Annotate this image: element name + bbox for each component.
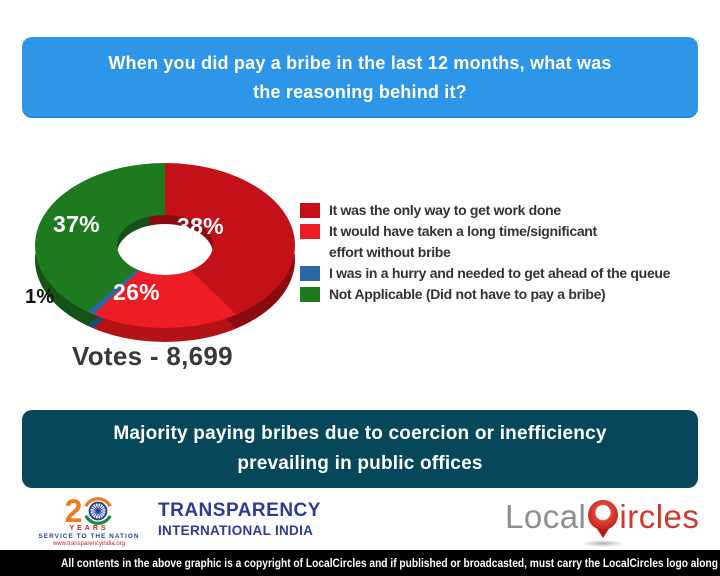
legend-item-not-applicable: Not Applicable (Did not have to pay a br… (300, 284, 720, 305)
tii-name-line1: TRANSPARENCY (158, 500, 321, 521)
tii-20-years-badge: 2 YEARS SERVICE TO THE NATION (30, 495, 148, 547)
question-text: When you did pay a bribe in the last 12 … (108, 52, 612, 102)
votes-count: Votes - 8,699 (72, 341, 233, 371)
localcircles-wordmark-ircles: ircles (619, 498, 700, 535)
legend-label: I was in a hurry and needed to get ahead… (329, 265, 671, 281)
chart-legend: It was the only way to get work done It … (300, 200, 720, 305)
slice-label-hurry: 1% (25, 286, 55, 308)
pin-ball (588, 500, 619, 530)
tii-years-label: YEARS (69, 525, 109, 532)
legend-swatch-green (300, 287, 320, 302)
copyright-text: All contents in the above graphic is a c… (61, 556, 720, 570)
legend-label: It would have taken a long time/signific… (329, 223, 597, 260)
location-pin-icon (581, 500, 626, 547)
legend-swatch-red (300, 224, 320, 239)
donut-chart: 38% 26% 1% 37% (25, 163, 295, 345)
donut-hole (117, 215, 213, 275)
donut-hole-face (117, 224, 213, 275)
slice-label-not-applicable: 37% (53, 211, 100, 237)
legend-label: It was the only way to get work done (329, 202, 561, 218)
tii-wordmark: TRANSPARENCY INTERNATIONAL INDIA (158, 495, 321, 547)
legend-item-hurry: I was in a hurry and needed to get ahead… (300, 263, 720, 284)
pin-tail (596, 527, 611, 545)
legend-label: Not Applicable (Did not have to pay a br… (329, 286, 606, 302)
legend-item-long-time: It would have taken a long time/signific… (300, 221, 720, 263)
insight-banner: Majority paying bribes due to coercion o… (22, 410, 698, 488)
tii-name-line2: INTERNATIONAL INDIA (158, 523, 314, 538)
tii-tagline: SERVICE TO THE NATION (38, 533, 140, 540)
slice-label-long-time: 26% (113, 279, 160, 305)
copyright-bar: All contents in the above graphic is a c… (0, 550, 720, 576)
insight-text: Majority paying bribes due to coercion o… (113, 423, 607, 474)
pin-shadow (581, 540, 626, 547)
localcircles-wordmark-local: Local (505, 498, 587, 535)
ashoka-chakra-icon (84, 497, 113, 525)
tii-number-two: 2 (64, 493, 83, 529)
legend-swatch-blue (300, 266, 320, 281)
slice-label-only-way: 38% (177, 213, 224, 239)
transparency-international-logo: 2 YEARS SERVICE TO THE NATION (30, 495, 321, 547)
localcircles-logo: Local ircles (505, 498, 700, 547)
tii-website: www.transparencyindia.org (52, 541, 126, 547)
legend-swatch-dark-red (300, 203, 320, 218)
legend-item-only-way: It was the only way to get work done (300, 200, 720, 221)
question-banner: When you did pay a bribe in the last 12 … (22, 37, 698, 118)
